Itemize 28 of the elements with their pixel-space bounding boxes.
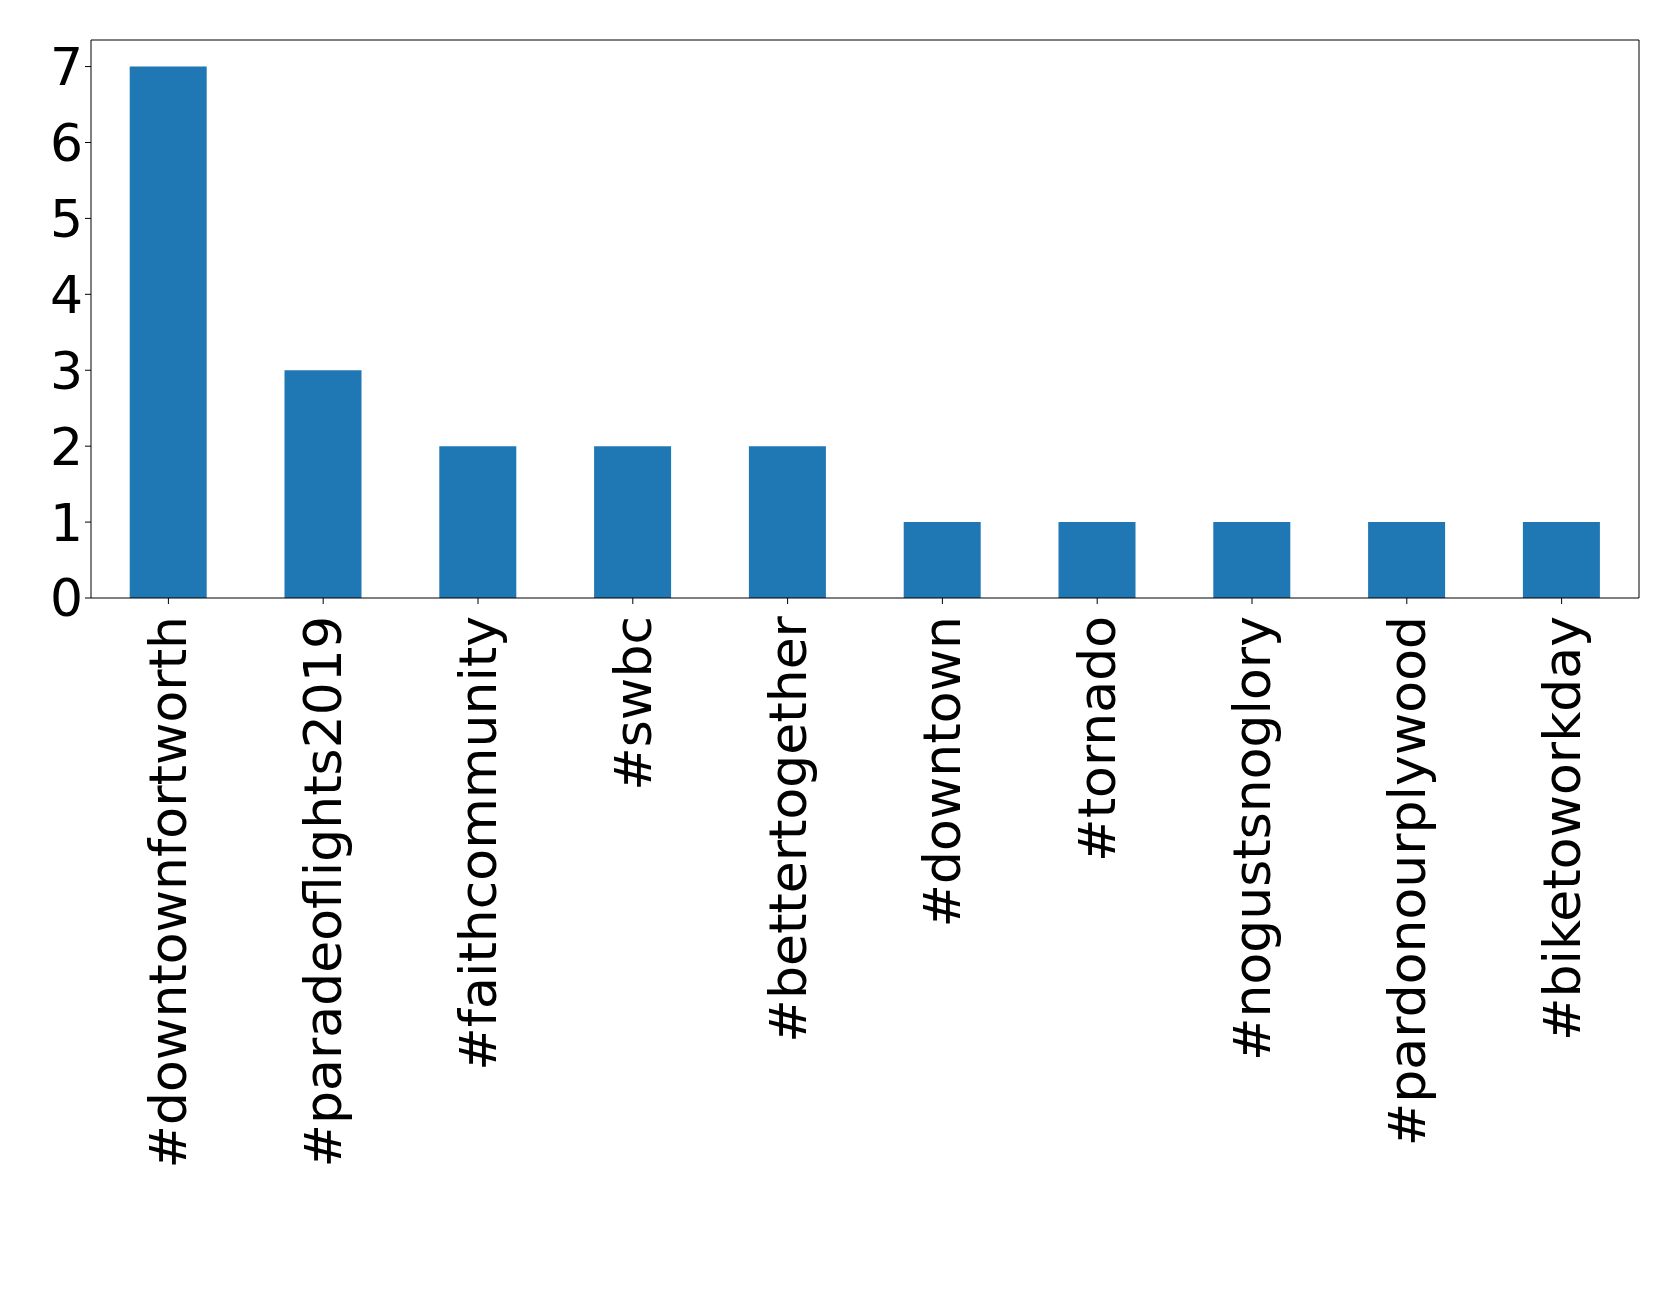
y-tick-label: 2 <box>49 416 83 477</box>
y-tick-label: 7 <box>49 37 83 98</box>
bar <box>439 446 517 598</box>
x-tick-label: #downtownfortworth <box>138 616 199 1169</box>
x-tick-label: #downtown <box>912 616 973 928</box>
x-tick-label: #tornado <box>1067 616 1128 862</box>
x-tick-label: #swbc <box>602 616 663 791</box>
x-tick-label: #biketoworkday <box>1531 616 1592 1041</box>
x-tick-label: #pardonourplywood <box>1376 616 1437 1147</box>
x-tick-label: #paradeoflights2019 <box>293 616 354 1168</box>
bar <box>903 522 981 598</box>
bar <box>284 370 362 598</box>
x-tick-label: #bettertogether <box>757 615 818 1043</box>
bar <box>1368 522 1446 598</box>
bar <box>748 446 826 598</box>
x-tick-label: #faithcommunity <box>448 616 508 1071</box>
y-tick-label: 1 <box>49 492 83 553</box>
y-tick-label: 6 <box>49 112 83 173</box>
bar <box>594 446 672 598</box>
bar <box>129 66 207 598</box>
y-tick-label: 4 <box>49 264 83 325</box>
y-tick-label: 3 <box>49 340 83 401</box>
bar <box>1522 522 1600 598</box>
x-tick-label: #nogustsnoglory <box>1222 616 1282 1062</box>
bar <box>1213 522 1291 598</box>
bar <box>1058 522 1136 598</box>
y-tick-label: 0 <box>49 568 83 629</box>
y-tick-label: 5 <box>49 188 83 249</box>
